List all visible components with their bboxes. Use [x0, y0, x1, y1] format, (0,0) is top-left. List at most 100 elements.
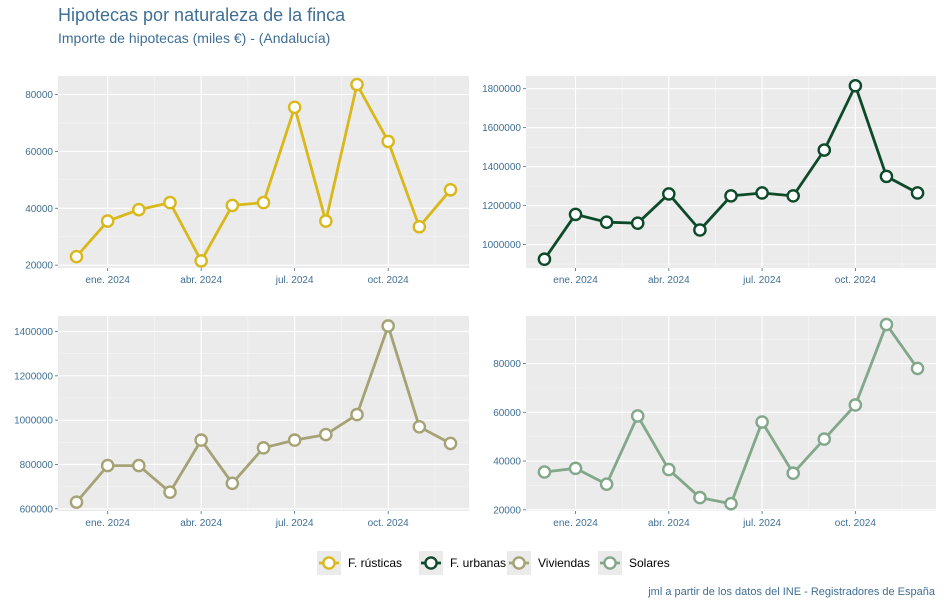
y-tick-label: 1000000	[14, 416, 53, 427]
x-tick-label: ene. 2024	[553, 518, 598, 529]
data-point	[817, 432, 832, 446]
legend-item: Viviendas	[507, 551, 590, 575]
data-point	[724, 189, 738, 203]
data-point	[319, 214, 333, 228]
data-point	[381, 134, 395, 149]
x-tick-label: jul. 2024	[275, 518, 314, 529]
x-tick-label: jul. 2024	[742, 275, 781, 286]
y-tick-label: 80000	[493, 359, 521, 370]
y-tick-label: 800000	[20, 460, 54, 471]
data-point	[724, 496, 738, 511]
data-point	[381, 319, 395, 333]
y-tick-label: 1600000	[482, 123, 521, 134]
x-tick-label: jul. 2024	[275, 275, 314, 286]
data-point	[910, 186, 925, 200]
y-tick-label: 20000	[493, 505, 521, 516]
data-point	[693, 490, 707, 505]
legend-label: Solares	[629, 556, 670, 570]
legend: F. rústicas F. urbanas Viviendas Solares	[317, 551, 670, 575]
x-tick-label: ene. 2024	[85, 518, 130, 529]
data-point	[599, 215, 614, 229]
data-point	[194, 433, 208, 447]
data-point	[412, 419, 427, 434]
data-point	[630, 216, 645, 230]
data-point	[132, 202, 146, 217]
data-point	[256, 441, 271, 455]
y-tick-label: 1400000	[482, 162, 521, 173]
x-tick-label: oct. 2024	[835, 275, 877, 286]
x-tick-label: oct. 2024	[835, 518, 877, 529]
data-point	[443, 182, 458, 197]
data-point	[848, 78, 863, 93]
data-point	[755, 415, 769, 429]
y-tick-label: 1200000	[14, 371, 53, 382]
data-point	[537, 465, 552, 479]
panel-background	[526, 76, 936, 268]
data-point	[662, 187, 676, 201]
data-point	[287, 433, 302, 447]
data-point	[256, 195, 271, 210]
data-point	[630, 409, 645, 423]
data-point	[568, 207, 583, 222]
x-tick-label: abr. 2024	[180, 275, 222, 286]
legend-item: F. rústicas	[317, 551, 402, 575]
y-tick-label: 600000	[20, 504, 54, 515]
legend-key-point	[512, 556, 526, 570]
panel-3: 600000 800000 1000000 1200000 1400000 ene. 20…	[14, 316, 469, 529]
data-point	[786, 189, 800, 203]
legend-item: F. urbanas	[419, 551, 506, 575]
y-tick-label: 60000	[493, 408, 521, 419]
x-tick-label: ene. 2024	[85, 275, 130, 286]
data-point	[755, 186, 769, 200]
data-point	[350, 77, 364, 92]
legend-label: F. urbanas	[450, 556, 506, 570]
data-point	[537, 252, 552, 267]
data-point	[350, 407, 364, 422]
x-tick-label: abr. 2024	[648, 518, 690, 529]
data-point	[412, 219, 427, 234]
data-point	[443, 436, 458, 451]
data-point	[848, 398, 863, 412]
chart-subtitle: Importe de hipotecas (miles €) - (Andalu…	[58, 30, 331, 46]
x-tick-label: oct. 2024	[368, 518, 410, 529]
legend-item: Solares	[598, 551, 670, 575]
data-point	[194, 254, 208, 268]
data-point	[319, 427, 333, 442]
data-point	[599, 477, 614, 491]
y-tick-label: 60000	[25, 147, 53, 158]
data-point	[100, 214, 115, 228]
data-point	[163, 195, 177, 210]
legend-key-point	[424, 556, 438, 570]
data-point	[100, 458, 115, 473]
data-point	[163, 485, 177, 499]
legend-key-point	[603, 556, 617, 570]
chart-title: Hipotecas por naturaleza de la finca	[58, 5, 346, 25]
data-point	[879, 169, 894, 184]
data-point	[69, 249, 84, 264]
data-point	[693, 223, 707, 237]
y-tick-label: 80000	[25, 90, 53, 101]
data-point	[662, 462, 676, 477]
y-tick-label: 1400000	[14, 327, 53, 338]
data-point	[786, 466, 800, 481]
data-point	[568, 461, 583, 476]
panel-4: 20000 40000 60000 80000 ene. 2024 abr. 2024 ju…	[493, 316, 936, 529]
x-tick-label: jul. 2024	[742, 518, 781, 529]
data-point	[817, 143, 832, 157]
panel-background	[58, 76, 469, 268]
y-tick-label: 20000	[25, 261, 53, 272]
y-tick-label: 1200000	[482, 201, 521, 212]
legend-label: F. rústicas	[348, 556, 402, 570]
y-tick-label: 40000	[25, 204, 53, 215]
chart-caption: jml a partir de los datos del INE - Regi…	[648, 586, 935, 598]
data-point	[879, 317, 894, 332]
data-point	[132, 458, 146, 473]
x-tick-label: abr. 2024	[180, 518, 222, 529]
x-tick-label: ene. 2024	[553, 275, 598, 286]
y-tick-label: 1800000	[482, 84, 521, 95]
data-point	[910, 361, 925, 376]
data-point	[287, 100, 302, 115]
x-tick-label: oct. 2024	[368, 275, 410, 286]
legend-label: Viviendas	[538, 556, 590, 570]
